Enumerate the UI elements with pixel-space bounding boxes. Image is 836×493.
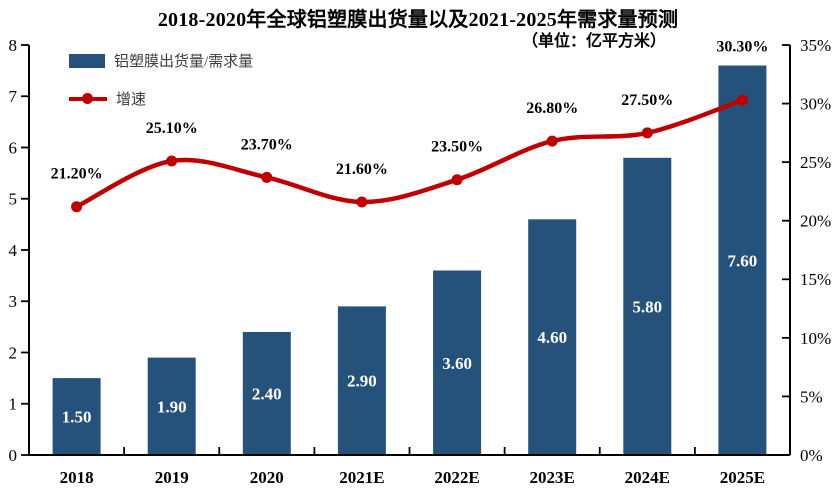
right-axis-tick-label: 30%: [800, 95, 831, 114]
bar: [433, 270, 482, 455]
bar-value-label: 3.60: [442, 354, 472, 373]
right-axis-tick-label: 5%: [800, 387, 823, 406]
line-series-label: 增速: [116, 92, 147, 108]
growth-line-point: [451, 174, 463, 186]
growth-value-label: 30.30%: [716, 39, 768, 56]
bar: [528, 219, 577, 455]
growth-value-label: 21.20%: [51, 166, 103, 183]
x-axis-category-label: 2021E: [339, 468, 384, 487]
left-axis-tick-label: 5: [9, 190, 18, 209]
right-axis-tick-label: 10%: [800, 329, 831, 348]
x-axis-category-label: 2024E: [625, 468, 670, 487]
growth-line-point: [71, 201, 83, 213]
growth-value-label: 21.60%: [336, 161, 388, 178]
growth-line: [74, 97, 745, 209]
growth-value-label: 27.50%: [621, 92, 673, 109]
growth-line-point: [546, 135, 558, 147]
growth-value-label: 26.80%: [526, 100, 578, 117]
legend: 铝塑膜出货量/需求量 增速: [69, 50, 253, 109]
x-axis-category-label: 2020: [250, 468, 284, 487]
right-axis-tick-label: 20%: [800, 212, 831, 231]
growth-line-point: [166, 155, 178, 167]
bar-value-label: 4.60: [537, 328, 567, 347]
left-axis-tick-label: 0: [9, 446, 18, 465]
right-axis-tick-label: 0%: [800, 446, 823, 465]
left-axis-tick-label: 4: [9, 241, 18, 260]
growth-line-point: [261, 171, 273, 183]
left-axis-tick-label: 8: [9, 36, 18, 55]
growth-value-label: 23.70%: [241, 136, 293, 153]
bar-value-label: 1.90: [157, 397, 187, 416]
x-axis-category-label: 2022E: [434, 468, 479, 487]
bar-value-label: 1.50: [62, 408, 92, 427]
left-axis-tick-label: 3: [9, 292, 18, 311]
legend-item-line-series: 增速: [69, 88, 253, 109]
growth-line-point: [356, 196, 368, 208]
left-axis-tick-label: 6: [9, 138, 18, 157]
growth-value-label: 23.50%: [431, 139, 483, 156]
right-axis-tick-label: 15%: [800, 270, 831, 289]
growth-value-label: 25.10%: [146, 120, 198, 137]
right-axis-tick-label: 35%: [800, 36, 831, 55]
right-axis-tick-label: 25%: [800, 153, 831, 172]
bar: [623, 157, 672, 456]
bar-value-label: 2.40: [252, 384, 282, 403]
left-axis-tick-label: 2: [9, 343, 18, 362]
x-axis-category-label: 2019: [155, 468, 189, 487]
bar: [337, 306, 386, 455]
bar: [52, 378, 101, 455]
left-axis-tick-label: 1: [9, 395, 18, 414]
bar-series-label: 铝塑膜出货量/需求量: [114, 54, 254, 70]
bar-value-label: 5.80: [632, 297, 662, 316]
left-axis-tick-label: 7: [9, 87, 18, 106]
x-axis-category-label: 2018: [60, 468, 94, 487]
bar-value-label: 7.60: [728, 251, 758, 270]
chart-title: 2018-2020年全球铝塑膜出货量以及2021-2025年需求量预测: [157, 9, 679, 31]
x-axis-category-label: 2023E: [530, 468, 575, 487]
line-series-swatch-icon: [69, 93, 107, 104]
bar-series-swatch-icon: [69, 53, 105, 68]
bar-value-label: 2.90: [347, 372, 377, 391]
chart-unit-subtitle: （单位：亿平方米）: [522, 33, 667, 50]
bar: [718, 65, 767, 455]
x-axis-category-label: 2025E: [720, 468, 765, 487]
legend-item-bar-series: 铝塑膜出货量/需求量: [69, 50, 253, 71]
line-marker-dot-icon: [82, 93, 93, 104]
bar: [147, 357, 196, 455]
bar: [242, 332, 291, 455]
growth-line-point: [736, 94, 748, 106]
growth-line-point: [641, 127, 653, 139]
